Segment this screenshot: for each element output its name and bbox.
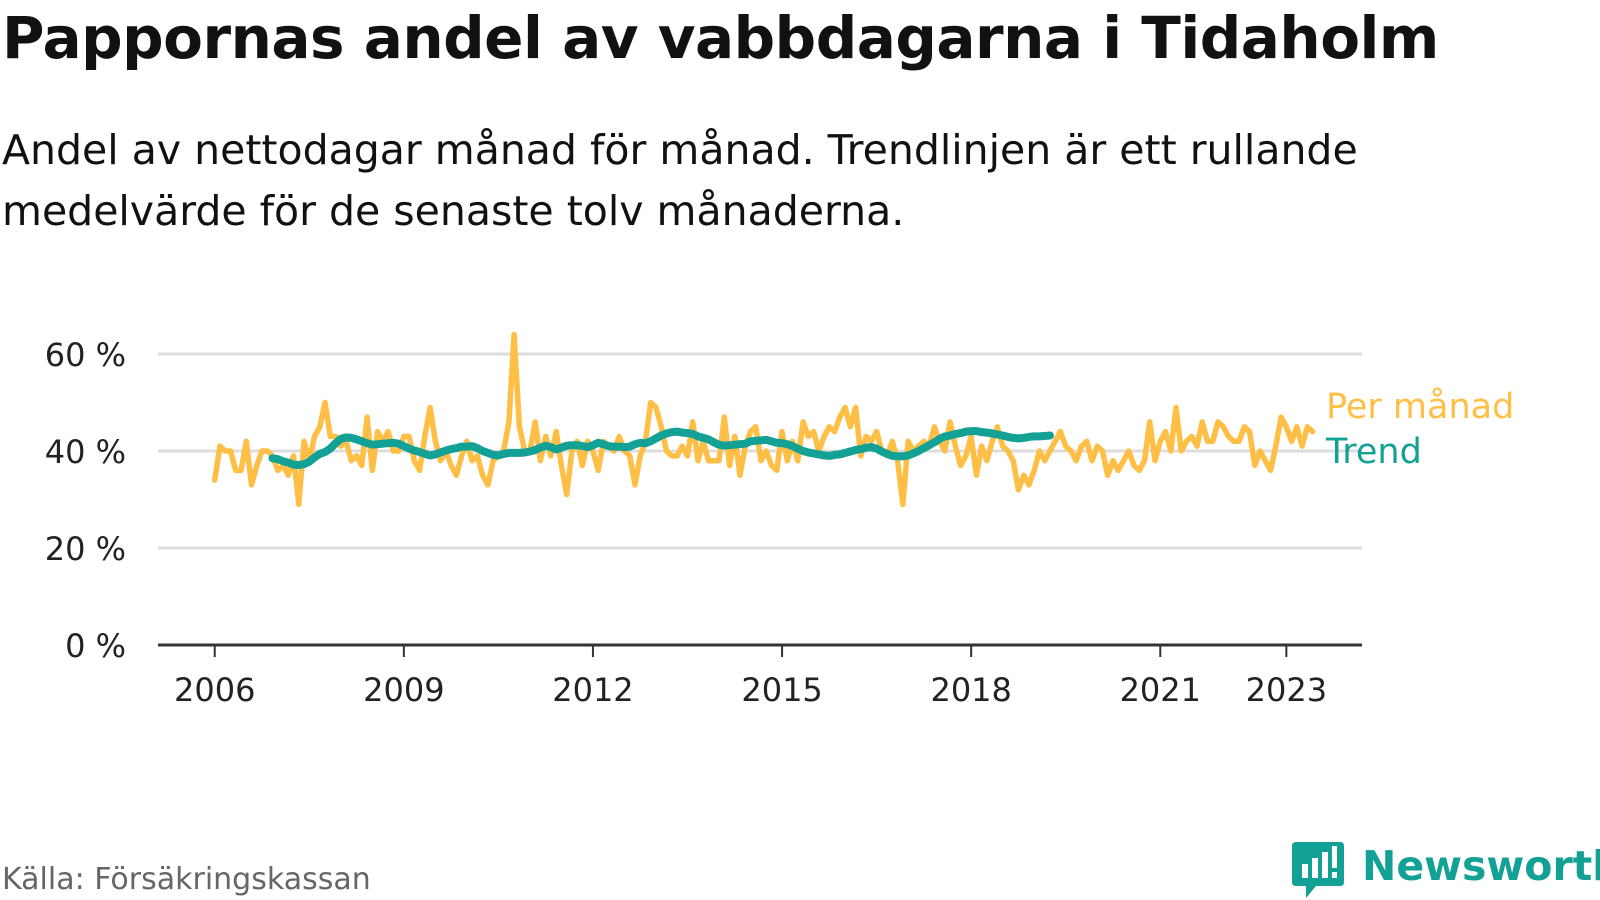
series-label-trend: Trend [1325,432,1422,472]
series-lines [211,331,1316,508]
x-axis: 2006 2009 2012 2015 2018 2021 2023 [158,643,1362,709]
line-chart: 0 % 20 % 40 % 60 % 2006 2009 2012 2015 2018 2021… [45,331,1514,709]
newsworthy-bar-chart-icon [1292,842,1344,898]
source-note: Källa: Försäkringskassan [2,862,371,897]
y-tick-label: 40 % [45,433,126,471]
series-line-trend [268,427,1054,470]
newsworthy-logo[interactable]: Newsworthy [1292,842,1600,900]
chart-title: Pappornas andel av vabbdagarna i Tidahol… [2,4,1439,72]
series-labels: Per månad Trend [1325,386,1514,472]
chart-subtitle: Andel av nettodagar månad för månad. Tre… [2,126,1358,235]
y-tick-label: 60 % [45,336,126,374]
x-tick-label: 2023 [1246,671,1327,709]
x-tick-label: 2009 [363,671,444,709]
logo-text: Newsworthy [1362,842,1600,890]
y-tick-label: 0 % [65,627,126,665]
x-tick-label: 2021 [1120,671,1201,709]
x-tick-label: 2015 [741,671,822,709]
x-tick-label: 2012 [552,671,633,709]
y-tick-label: 20 % [45,530,126,568]
y-axis-tick-labels: 0 % 20 % 40 % 60 % [45,336,126,665]
x-tick-label: 2018 [930,671,1011,709]
series-line-per-manad [211,331,1316,508]
x-tick-label: 2006 [174,671,255,709]
series-label-per-manad: Per månad [1326,386,1514,427]
